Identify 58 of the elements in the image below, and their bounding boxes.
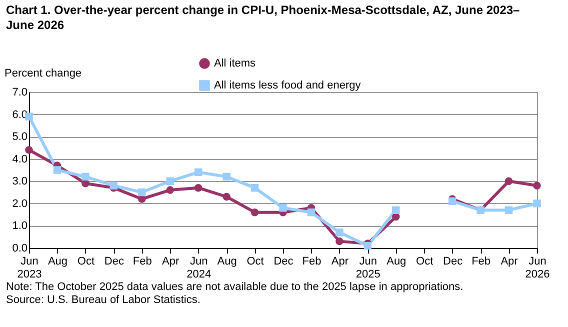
- x-tick-label: Oct: [77, 256, 95, 268]
- x-tick-label: Apr: [162, 256, 180, 268]
- y-axis-title: Percent change: [4, 68, 82, 80]
- x-tick-label: Jun 2025: [356, 256, 380, 280]
- x-tick-label: Aug: [386, 256, 406, 268]
- point: [279, 204, 287, 212]
- y-tick-label: 5.0: [12, 131, 28, 144]
- point: [336, 228, 344, 236]
- point: [138, 195, 146, 203]
- x-tick-label: Feb: [302, 256, 322, 268]
- x-tick-label: Jun 2026: [525, 256, 550, 280]
- x-tick-label: Feb: [132, 256, 152, 268]
- point: [166, 186, 174, 194]
- point: [194, 168, 202, 176]
- point: [82, 172, 90, 181]
- point: [138, 188, 146, 196]
- y-tick-label: 3.0: [12, 176, 28, 188]
- point: [504, 177, 513, 186]
- point: [533, 182, 541, 190]
- point: [53, 166, 62, 174]
- point: [110, 182, 118, 190]
- point: [533, 200, 541, 208]
- legend-label: All items: [214, 58, 256, 70]
- x-tick-label: Jun 2024: [186, 256, 212, 280]
- y-tick-label: 4.0: [12, 153, 28, 166]
- x-tick-label: Apr: [331, 256, 349, 268]
- x-tick-label: Jun 2023: [17, 256, 42, 280]
- point: [222, 192, 230, 201]
- point: [250, 184, 259, 192]
- point: [448, 197, 456, 206]
- point: [222, 172, 230, 181]
- x-tick-label: Dec: [104, 256, 124, 268]
- point: [392, 206, 400, 214]
- x-tick-label: Feb: [472, 256, 491, 268]
- point: [166, 177, 174, 186]
- x-tick-label: Dec: [274, 256, 294, 268]
- point: [194, 184, 202, 192]
- source-note: Source: U.S. Bureau of Labor Statistics.: [6, 294, 202, 307]
- legend-label: All items less food and energy: [214, 80, 362, 92]
- x-tick-label: Aug: [217, 256, 237, 268]
- y-tick-label: 7.0: [12, 86, 28, 98]
- text: Note: The October 2025 data values are not available due to the 2025 lapse in appropriations.: [6, 281, 464, 294]
- chart-title: Chart 1. Over-the-year percent change in CPI-U, Phoenix-Mesa-Scottsdale, AZ, June 2023–June 2026: [5, 2, 521, 33]
- point: [364, 242, 372, 250]
- point: [82, 180, 90, 188]
- x-tick-label: Oct: [246, 256, 264, 268]
- x-tick-label: Oct: [416, 256, 434, 268]
- x-tick-label: Apr: [500, 256, 518, 268]
- point: [504, 206, 513, 214]
- point: [336, 237, 344, 246]
- x-tick-label: Aug: [48, 256, 68, 268]
- y-tick-label: 2.0: [12, 198, 28, 210]
- y-tick-label: 0.0: [12, 242, 28, 254]
- point: [25, 146, 33, 154]
- x-tick-label: Dec: [443, 256, 464, 268]
- y-tick-label: 1.0: [12, 220, 28, 232]
- point: [250, 208, 259, 216]
- point: [307, 208, 316, 216]
